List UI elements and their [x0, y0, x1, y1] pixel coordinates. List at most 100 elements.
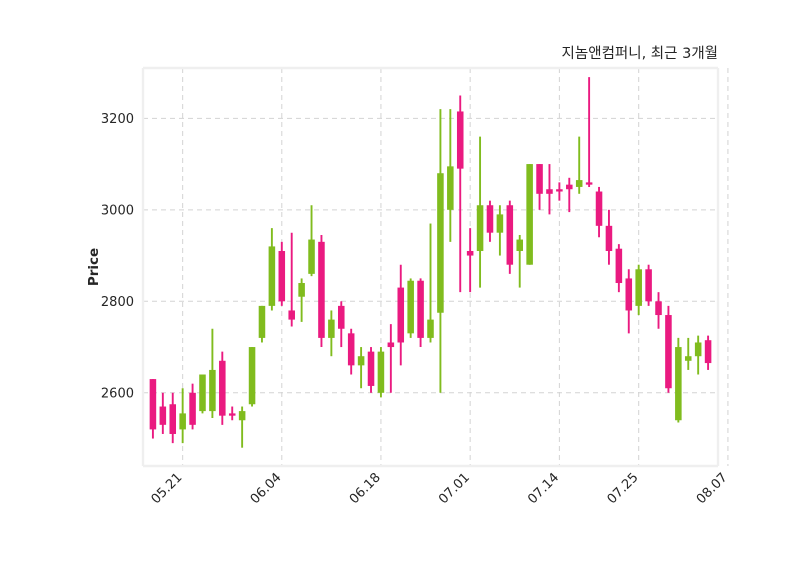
y-axis-tick-labels: 2600 2800 3000 3200 — [101, 112, 134, 401]
candlestick[interactable] — [437, 109, 444, 393]
candle-body — [248, 347, 256, 405]
candlestick[interactable] — [536, 164, 543, 210]
candlestick[interactable] — [347, 328, 355, 375]
chart-title: 지놈앤컴퍼니, 최근 3개월 — [562, 45, 718, 62]
candle-body — [159, 406, 167, 425]
candle-body — [417, 280, 424, 338]
candle-body — [407, 280, 414, 334]
candle-body — [367, 351, 375, 386]
candle-body — [298, 283, 305, 297]
candle-body — [447, 166, 454, 210]
candle-body — [209, 369, 216, 412]
candlestick[interactable] — [248, 347, 256, 407]
candlestick[interactable] — [288, 232, 295, 327]
candlestick[interactable] — [625, 269, 633, 334]
candlestick[interactable] — [665, 305, 672, 393]
candle-body — [456, 111, 464, 169]
candle-body — [219, 360, 226, 416]
candlestick[interactable] — [496, 205, 504, 256]
candlestick[interactable] — [546, 164, 553, 215]
candlestick[interactable] — [675, 337, 682, 423]
candlestick[interactable] — [278, 241, 286, 306]
candlestick[interactable] — [694, 335, 702, 375]
candlestick[interactable] — [486, 200, 494, 242]
candle-body — [615, 248, 623, 284]
candlestick[interactable] — [684, 337, 692, 370]
candlestick[interactable] — [447, 109, 454, 242]
candlestick[interactable] — [308, 205, 315, 277]
candlestick[interactable] — [328, 310, 335, 357]
candlestick[interactable] — [556, 182, 563, 201]
candlestick[interactable] — [238, 406, 246, 448]
candlestick[interactable] — [228, 406, 236, 421]
candlestick[interactable] — [566, 177, 573, 213]
candlestick[interactable] — [367, 347, 375, 393]
candlestick[interactable] — [338, 301, 345, 348]
candle-body — [268, 246, 276, 306]
candlestick[interactable] — [526, 164, 533, 265]
candle-body — [288, 310, 295, 320]
candlestick[interactable] — [704, 335, 712, 370]
candlestick[interactable] — [506, 200, 514, 274]
candlestick[interactable] — [456, 95, 464, 293]
candlestick[interactable] — [387, 324, 395, 393]
candlestick[interactable] — [258, 305, 266, 343]
candlestick[interactable] — [516, 234, 523, 288]
candlestick[interactable] — [605, 209, 613, 265]
candle-body — [377, 351, 385, 393]
candle-body — [585, 182, 593, 185]
y-axis-title: Price — [86, 248, 102, 286]
candlestick[interactable] — [397, 264, 405, 366]
candle-body — [328, 319, 335, 338]
candle-body — [526, 164, 533, 265]
candlestick[interactable] — [179, 388, 186, 444]
candle-body — [595, 191, 603, 226]
candle-body — [625, 278, 633, 311]
candlestick[interactable] — [427, 223, 434, 343]
candle-body — [546, 189, 553, 194]
candlestick[interactable] — [209, 328, 216, 418]
candlestick[interactable] — [169, 392, 177, 444]
candle-body — [357, 356, 365, 366]
candle-body — [496, 214, 504, 233]
candle-body — [536, 164, 543, 194]
candle-body — [575, 180, 583, 187]
candlestick[interactable] — [219, 351, 226, 425]
candle-body — [665, 315, 672, 389]
candle-body — [476, 205, 484, 251]
candlestick[interactable] — [318, 234, 325, 348]
candlestick[interactable] — [476, 136, 484, 288]
candle-body — [437, 173, 444, 313]
candle-body — [675, 347, 682, 421]
candlestick[interactable] — [298, 278, 305, 322]
candlestick[interactable] — [159, 392, 167, 434]
candle-body — [199, 374, 206, 412]
candle-body — [238, 411, 246, 421]
candlestick[interactable] — [575, 136, 583, 194]
candlestick[interactable] — [466, 228, 474, 293]
candlestick[interactable] — [149, 379, 157, 439]
candlestick[interactable] — [407, 278, 414, 338]
candlestick[interactable] — [645, 264, 652, 306]
candlestick[interactable] — [655, 292, 662, 329]
candlestick[interactable] — [585, 77, 593, 187]
candle-body — [645, 269, 652, 302]
candlestick[interactable] — [377, 347, 385, 398]
candlestick[interactable] — [417, 278, 424, 348]
candlestick[interactable] — [357, 347, 365, 389]
candle-body — [308, 239, 315, 274]
candlestick[interactable] — [595, 186, 603, 238]
candlestick[interactable] — [199, 374, 206, 414]
candle-body — [179, 413, 186, 430]
candlestick[interactable] — [615, 244, 623, 293]
candlestick-series[interactable] — [149, 77, 712, 448]
candle-body — [556, 189, 563, 192]
candle-body — [397, 287, 405, 343]
candlestick[interactable] — [635, 264, 642, 316]
candlestick[interactable] — [268, 228, 276, 311]
candle-body — [258, 305, 266, 338]
candle-body — [347, 333, 355, 366]
candlestick[interactable] — [189, 383, 196, 430]
